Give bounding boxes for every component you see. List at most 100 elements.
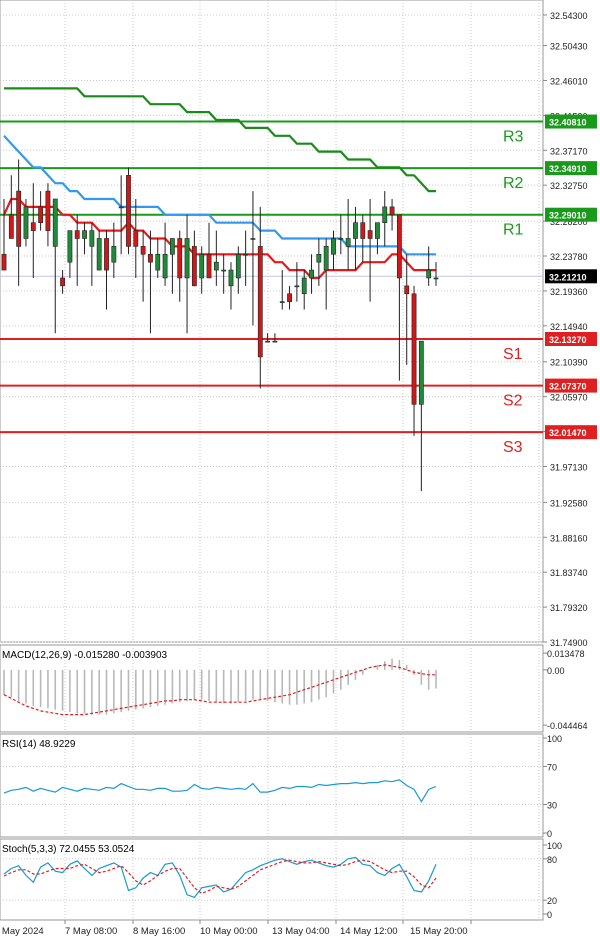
level-value-label-r2: 32.34910	[549, 164, 587, 174]
candle-body	[404, 285, 410, 295]
rsi-grid	[0, 734, 543, 837]
level-value-label-s3: 32.01470	[549, 428, 587, 438]
stoch-k-line	[3, 856, 437, 899]
stoch-axis: 100 80 20 0	[543, 841, 562, 920]
price-tick-label: 31.88160	[550, 533, 588, 543]
candle-body	[360, 222, 366, 239]
macd-plot	[3, 658, 437, 716]
candle-body	[418, 340, 424, 405]
price-tick-label: 32.32750	[550, 181, 588, 191]
candle-body	[199, 253, 205, 279]
candle-body	[170, 238, 175, 255]
time-tick-label: 10 May 00:00	[200, 926, 258, 937]
level-value-label-s1: 32.13270	[549, 335, 587, 345]
level-name-s2: S2	[503, 393, 523, 410]
candle-body	[133, 230, 139, 247]
current-price-label: 32.21210	[549, 272, 587, 282]
candle-body	[250, 238, 256, 240]
macd-tick-label: 0.00	[547, 666, 565, 676]
rsi-panel: 100 70 30 0 RSI(14) 48.9229	[0, 733, 562, 839]
price-tick-label: 31.92580	[550, 498, 588, 508]
candle-body	[16, 190, 22, 247]
price-tick-label: 32.19360	[550, 287, 588, 297]
ma-line-fast	[3, 197, 436, 280]
macd-tick-label: -0.044464	[547, 721, 588, 731]
stoch-panel: 100 80 20 0 Stoch(5,3,3) 72.0455 53.0524	[0, 838, 562, 921]
candle-body	[104, 238, 109, 271]
moving-averages	[3, 87, 436, 280]
price-tick-label: 31.97130	[550, 462, 588, 472]
candles	[1, 159, 439, 492]
rsi-panel-frame	[0, 733, 544, 838]
candle-body	[331, 238, 336, 255]
level-name-s1: S1	[503, 346, 523, 363]
candle-body	[389, 206, 395, 216]
macd-tick-label: 0.013478	[547, 649, 585, 659]
price-tick-label: 32.46010	[550, 76, 588, 86]
candle-body	[243, 253, 249, 256]
candle-body	[411, 293, 417, 405]
rsi-tick-label: 0	[547, 829, 552, 839]
candle-body	[382, 206, 388, 223]
candle-body	[228, 269, 234, 287]
candle-body	[272, 340, 278, 343]
candle-body	[375, 222, 380, 239]
stoch-grid	[0, 839, 543, 920]
candle-body	[396, 214, 402, 279]
candle-body	[74, 230, 80, 239]
candle-body	[213, 261, 219, 271]
level-name-r1: R1	[503, 222, 524, 239]
time-tick-label: 6 May 2024	[0, 926, 44, 937]
level-name-s3: S3	[503, 439, 523, 456]
rsi-tick-label: 70	[547, 763, 557, 773]
macd-panel: 0.013478 0.00 -0.044464 MACD(12,26,9) -0.0…	[0, 644, 588, 733]
candle-body	[301, 277, 307, 295]
price-tick-label: 31.79320	[550, 603, 588, 613]
level-name-r2: R2	[503, 175, 524, 192]
time-axis: 6 May 2024 7 May 08:00 8 May 16:00 10 May 0…	[0, 920, 472, 937]
level-value-box-s2	[545, 378, 597, 393]
candle-body	[140, 246, 146, 255]
level-value-box-r3	[545, 114, 597, 129]
price-grid	[0, 0, 543, 643]
candle-body	[52, 198, 58, 247]
candle-body	[367, 230, 373, 239]
macd-title: MACD(12,26,9) -0.015280 -0.003903	[2, 650, 168, 661]
level-labels: R3 32.40810 R2 32.34910 R1 32.29010 S1 32.13270…	[503, 114, 597, 456]
stoch-tick-label: 80	[547, 855, 557, 865]
level-value-box-s1	[545, 332, 597, 347]
price-tick-label: 32.50430	[550, 42, 588, 52]
time-tick-label: 7 May 08:00	[65, 926, 117, 937]
candle-body	[96, 238, 102, 271]
candle-body	[257, 246, 263, 358]
candle-body	[265, 340, 270, 343]
candle-body	[23, 206, 29, 239]
candle-body	[191, 246, 197, 287]
stoch-plot	[3, 856, 437, 899]
candle-body	[126, 175, 131, 247]
stoch-d-line	[3, 859, 437, 894]
candle-body	[45, 190, 51, 231]
price-tick-label: 32.37170	[550, 146, 588, 156]
candle-body	[221, 269, 227, 272]
price-tick-label: 31.74900	[550, 638, 588, 648]
price-tick-label: 32.28200	[550, 217, 588, 227]
support-resistance-levels	[0, 120, 543, 434]
time-tick-label: 13 May 04:00	[272, 926, 330, 937]
price-tick-label: 31.83740	[550, 568, 588, 578]
level-name-r3: R3	[503, 129, 524, 146]
current-price-box	[545, 269, 597, 284]
candle-body	[353, 222, 358, 239]
candle-body	[8, 214, 14, 239]
candle-body	[184, 238, 190, 279]
level-value-label-s2: 32.07370	[549, 382, 587, 392]
candle-body	[287, 293, 292, 302]
price-tick-label: 32.54300	[550, 11, 588, 21]
macd-axis: 0.013478 0.00 -0.044464	[543, 649, 588, 731]
candle-body	[67, 230, 73, 263]
candle-body	[323, 246, 329, 271]
candle-body	[111, 246, 117, 263]
rsi-tick-label: 30	[547, 801, 557, 811]
candle-body	[309, 269, 314, 279]
